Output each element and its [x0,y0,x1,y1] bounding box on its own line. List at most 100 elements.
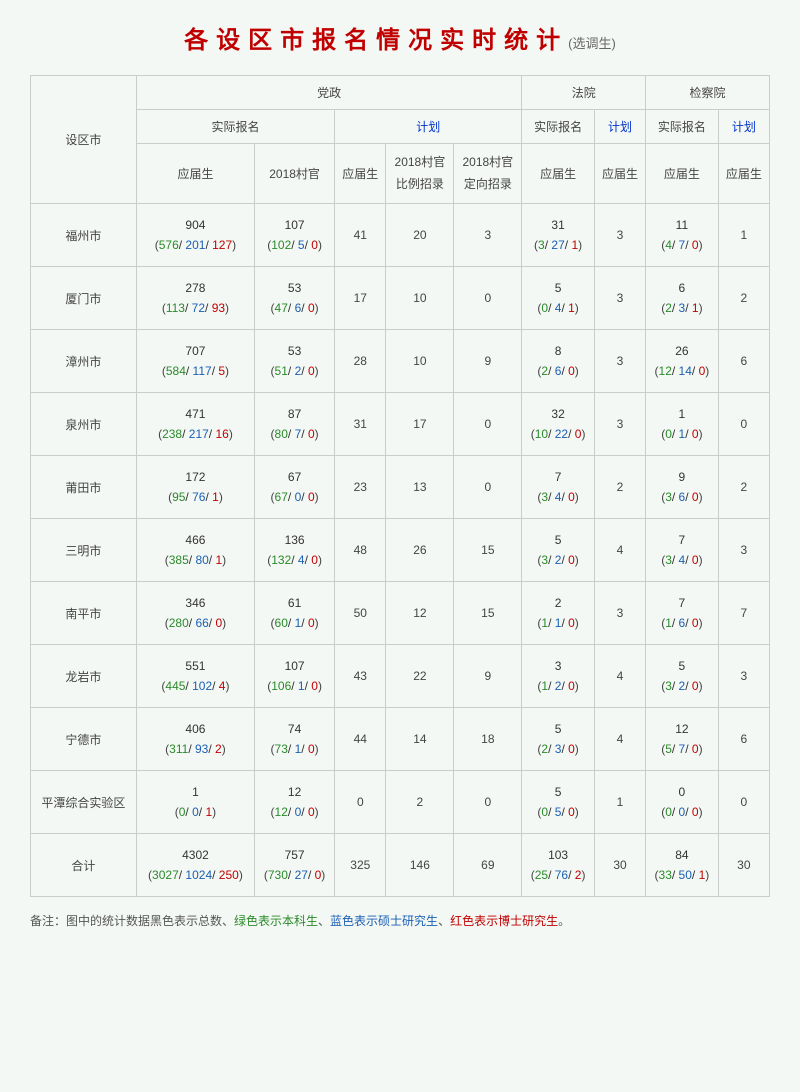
cell-party-plan1: 44 [335,708,386,771]
note-green: 绿色表示本科生 [234,914,318,928]
note-sep2: 、 [438,914,450,928]
cell-proc-plan: 7 [718,582,769,645]
th-party-actual: 实际报名 [136,110,334,144]
th-court-grad: 应届生 [522,144,595,204]
cell-party-village: 53(47/ 6/ 0) [255,267,335,330]
cell-party-plan1: 41 [335,204,386,267]
cell-party-plan3: 18 [454,708,522,771]
cell-court-grad: 2(1/ 1/ 0) [522,582,595,645]
cell-proc-grad: 7(1/ 6/ 0) [646,582,719,645]
cell-party-grad: 406(311/ 93/ 2) [136,708,254,771]
table-row: 福州市904(576/ 201/ 127)107(102/ 5/ 0)41203… [31,204,770,267]
cell-court-plan: 4 [594,645,645,708]
cell-party-grad: 4302(3027/ 1024/ 250) [136,834,254,897]
cell-proc-plan: 2 [718,267,769,330]
note-prefix: 备注：图中的统计数据黑色表示总数、 [30,914,234,928]
cell-party-grad: 904(576/ 201/ 127) [136,204,254,267]
table-row: 平潭综合实验区1(0/ 0/ 1)12(12/ 0/ 0)0205(0/ 5/ … [31,771,770,834]
cell-city: 厦门市 [31,267,137,330]
cell-court-grad: 5(0/ 5/ 0) [522,771,595,834]
cell-party-village: 107(102/ 5/ 0) [255,204,335,267]
cell-party-plan3: 15 [454,582,522,645]
cell-city: 福州市 [31,204,137,267]
th-party: 党政 [136,76,521,110]
cell-court-plan: 2 [594,456,645,519]
cell-party-plan3: 15 [454,519,522,582]
cell-city: 漳州市 [31,330,137,393]
cell-proc-grad: 7(3/ 4/ 0) [646,519,719,582]
cell-court-grad: 5(2/ 3/ 0) [522,708,595,771]
th-court-plan: 计划 [594,110,645,144]
cell-party-plan3: 0 [454,267,522,330]
th-pp-direct: 2018村官定向招录 [454,144,522,204]
cell-party-plan2: 26 [386,519,454,582]
cell-party-plan3: 69 [454,834,522,897]
cell-party-grad: 707(584/ 117/ 5) [136,330,254,393]
statistics-table: 设区市 党政 法院 检察院 实际报名 计划 实际报名 计划 实际报名 计划 应届… [30,75,770,897]
th-grad: 应届生 [136,144,254,204]
cell-party-plan3: 9 [454,645,522,708]
cell-proc-plan: 6 [718,330,769,393]
th-proc-plan: 计划 [718,110,769,144]
cell-party-village: 136(132/ 4/ 0) [255,519,335,582]
cell-party-plan2: 10 [386,267,454,330]
cell-party-grad: 471(238/ 217/ 16) [136,393,254,456]
cell-proc-grad: 0(0/ 0/ 0) [646,771,719,834]
cell-party-plan1: 28 [335,330,386,393]
th-court: 法院 [522,76,646,110]
note-blue: 蓝色表示硕士研究生 [330,914,438,928]
cell-court-grad: 7(3/ 4/ 0) [522,456,595,519]
cell-court-plan: 30 [594,834,645,897]
cell-city: 龙岩市 [31,645,137,708]
th-proc-grad: 应届生 [646,144,719,204]
cell-court-grad: 31(3/ 27/ 1) [522,204,595,267]
table-row: 龙岩市551(445/ 102/ 4)107(106/ 1/ 0)432293(… [31,645,770,708]
cell-court-grad: 3(1/ 2/ 0) [522,645,595,708]
cell-court-grad: 32(10/ 22/ 0) [522,393,595,456]
cell-proc-plan: 30 [718,834,769,897]
cell-party-village: 757(730/ 27/ 0) [255,834,335,897]
cell-party-grad: 278(113/ 72/ 93) [136,267,254,330]
cell-party-plan2: 2 [386,771,454,834]
cell-party-plan1: 23 [335,456,386,519]
th-pp-grad: 应届生 [335,144,386,204]
title-text: 各设区市报名情况实时统计 [184,27,568,54]
note: 备注：图中的统计数据黑色表示总数、绿色表示本科生、蓝色表示硕士研究生、红色表示博… [30,912,770,929]
cell-party-village: 107(106/ 1/ 0) [255,645,335,708]
table-row: 南平市346(280/ 66/ 0)61(60/ 1/ 0)5012152(1/… [31,582,770,645]
cell-proc-grad: 9(3/ 6/ 0) [646,456,719,519]
cell-proc-plan: 0 [718,393,769,456]
th-proc-plan-grad: 应届生 [718,144,769,204]
th-party-plan: 计划 [335,110,522,144]
cell-party-grad: 346(280/ 66/ 0) [136,582,254,645]
cell-party-grad: 466(385/ 80/ 1) [136,519,254,582]
th-court-plan-grad: 应届生 [594,144,645,204]
note-sep1: 、 [318,914,330,928]
cell-court-plan: 3 [594,582,645,645]
cell-proc-grad: 6(2/ 3/ 1) [646,267,719,330]
cell-city: 合计 [31,834,137,897]
cell-party-grad: 1(0/ 0/ 1) [136,771,254,834]
cell-proc-grad: 11(4/ 7/ 0) [646,204,719,267]
cell-party-plan1: 0 [335,771,386,834]
note-red: 红色表示博士研究生 [450,914,558,928]
cell-party-plan1: 325 [335,834,386,897]
th-city: 设区市 [31,76,137,204]
cell-court-plan: 3 [594,267,645,330]
cell-proc-grad: 12(5/ 7/ 0) [646,708,719,771]
table-row: 厦门市278(113/ 72/ 93)53(47/ 6/ 0)171005(0/… [31,267,770,330]
cell-party-village: 87(80/ 7/ 0) [255,393,335,456]
cell-party-plan2: 146 [386,834,454,897]
table-row: 宁德市406(311/ 93/ 2)74(73/ 1/ 0)4414185(2/… [31,708,770,771]
cell-party-plan2: 12 [386,582,454,645]
cell-party-plan3: 0 [454,771,522,834]
th-court-actual: 实际报名 [522,110,595,144]
table-body: 福州市904(576/ 201/ 127)107(102/ 5/ 0)41203… [31,204,770,897]
cell-court-plan: 4 [594,708,645,771]
cell-court-plan: 3 [594,204,645,267]
cell-party-plan3: 0 [454,456,522,519]
cell-proc-plan: 1 [718,204,769,267]
cell-party-village: 12(12/ 0/ 0) [255,771,335,834]
cell-proc-plan: 3 [718,519,769,582]
cell-city: 宁德市 [31,708,137,771]
